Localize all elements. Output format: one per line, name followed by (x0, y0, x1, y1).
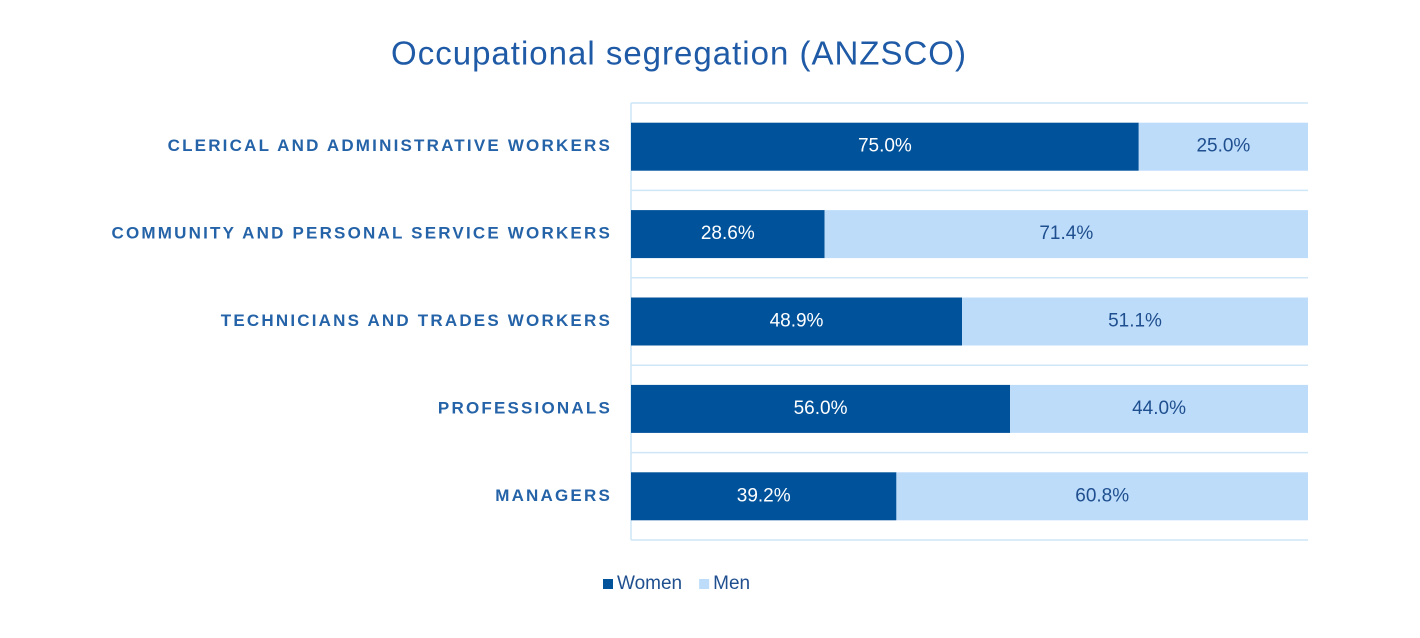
data-label: 39.2% (737, 485, 791, 506)
bar-segment (631, 472, 897, 521)
data-label: 28.6% (701, 223, 755, 244)
data-label: 51.1% (1108, 311, 1162, 332)
bar-segment (631, 384, 1011, 433)
y-tick-label: CLERICAL AND ADMINISTRATIVE WORKERS (168, 136, 612, 155)
legend-swatch (603, 579, 613, 589)
y-tick-label: MANAGERS (495, 486, 612, 505)
chart-title: Occupational segregation (ANZSCO) (391, 35, 967, 72)
data-label: 48.9% (770, 311, 824, 332)
bar-segment (631, 297, 963, 346)
data-label: 56.0% (794, 398, 848, 419)
data-label: 71.4% (1039, 223, 1093, 244)
bar-segment (1010, 384, 1308, 433)
bar-segment (631, 122, 1139, 171)
bar-segment (631, 210, 825, 259)
data-label: 60.8% (1075, 485, 1129, 506)
data-label: 25.0% (1196, 136, 1250, 157)
y-tick-label: COMMUNITY AND PERSONAL SERVICE WORKERS (112, 224, 612, 243)
bar-segment (896, 472, 1308, 521)
data-label: 44.0% (1132, 398, 1186, 419)
y-tick-label: TECHNICIANS AND TRADES WORKERS (221, 311, 612, 330)
data-label: 75.0% (858, 136, 912, 157)
bar-segment (824, 210, 1308, 259)
legend-swatch (699, 579, 710, 589)
bar-segment (1138, 122, 1308, 171)
bar-segment (962, 297, 1308, 346)
y-tick-label: PROFESSIONALS (438, 398, 612, 417)
legend-label: Women (617, 573, 682, 594)
legend-label: Men (713, 573, 750, 594)
